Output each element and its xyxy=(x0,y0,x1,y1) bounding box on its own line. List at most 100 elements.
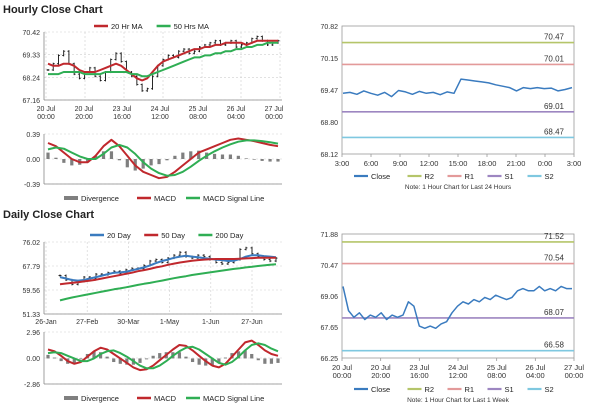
x-tick-label: 25 Jul xyxy=(189,106,208,113)
x-tick-label: 9:00 xyxy=(393,159,408,168)
x-tick-label: 00:00 xyxy=(265,114,283,121)
legend-label: Close xyxy=(371,172,390,181)
x-tick-label: 08:00 xyxy=(189,114,207,121)
divergence-bar xyxy=(101,151,106,159)
legend-label: MACD Signal Line xyxy=(203,394,264,403)
legend-label: R2 xyxy=(425,385,435,394)
plot-frame xyxy=(341,233,575,359)
y-tick-label: 68.80 xyxy=(320,120,338,127)
x-tick-label: 00:00 xyxy=(565,371,584,380)
macd-line-macd-signal-line xyxy=(47,342,279,370)
y-tick-label: 0.39 xyxy=(26,132,40,139)
y-tick-label: 0.00 xyxy=(26,157,40,164)
divergence-bar xyxy=(141,159,145,169)
ma-line-50-hrs-ma xyxy=(48,41,278,78)
divergence-bar xyxy=(244,158,248,159)
x-tick-label: 24 Jul xyxy=(448,363,468,372)
ma-line-200-day xyxy=(59,263,277,302)
hourly-macd-chart: 0.39 0.00 -0.39 Divergence MACD MACD Signal L… xyxy=(24,132,282,203)
divergence-bar xyxy=(59,358,63,362)
level-label-r1: 70.01 xyxy=(544,54,565,63)
divergence-bar xyxy=(223,357,228,359)
level-label-r2: 71.52 xyxy=(544,232,565,241)
daily-pivot-chart: 71.88 70.47 69.06 67.65 66.25 71.52 70.54 68.07… xyxy=(320,232,584,404)
x-tick-label: 12:00 xyxy=(151,114,169,121)
y-tick-label: 69.47 xyxy=(320,88,338,95)
x-tick-label: 26 Jul xyxy=(227,106,246,113)
legend-label: S2 xyxy=(545,385,554,394)
legend-label: MACD Signal Line xyxy=(203,194,264,203)
x-tick-label: 27-Jun xyxy=(241,319,263,326)
legend-label: S2 xyxy=(545,172,554,181)
divergence-bar xyxy=(54,157,58,159)
divergence-bar xyxy=(256,358,260,361)
legend-label: Divergence xyxy=(81,194,119,203)
x-tick-label: 26 Jul xyxy=(525,363,545,372)
x-tick-label: 20 Jul xyxy=(75,106,94,113)
divergence-bar xyxy=(217,358,221,363)
divergence-bar xyxy=(184,356,188,359)
legend-label: Divergence xyxy=(81,394,119,403)
x-tick-label: 12:00 xyxy=(449,371,468,380)
ma-line-50-day xyxy=(59,256,276,286)
level-label-r2: 70.47 xyxy=(544,33,565,42)
macd-line-macd xyxy=(47,137,279,180)
divergence-bar xyxy=(158,353,162,359)
daily-macd-chart: 2.96 0.00 -2.86 Divergence MACD MACD Signal L… xyxy=(24,330,282,403)
x-tick-label: 27 Jul xyxy=(564,363,584,372)
level-label-s2: 66.58 xyxy=(544,341,565,350)
hourly-pivot-chart: 70.82 70.15 69.47 68.80 68.12 70.47 70.01 69.01… xyxy=(320,24,581,191)
x-tick-label: 20 Jul xyxy=(332,363,352,372)
x-tick-label: 00:00 xyxy=(333,371,352,380)
y-tick-label: 70.42 xyxy=(22,30,40,37)
x-tick-label: 20:00 xyxy=(75,114,93,121)
x-tick-label: 27-Feb xyxy=(76,319,98,326)
y-tick-label: -0.39 xyxy=(24,182,40,189)
y-tick-label: 67.79 xyxy=(22,264,40,271)
divergence-bar xyxy=(105,356,109,359)
divergence-bar xyxy=(252,159,256,160)
divergence-bar xyxy=(197,358,201,365)
divergence-bar xyxy=(228,154,233,159)
divergence-bar xyxy=(70,159,74,166)
y-tick-label: 67.65 xyxy=(320,325,338,332)
divergence-bar xyxy=(109,151,114,159)
legend-label: S1 xyxy=(505,172,514,181)
divergence-bar xyxy=(144,358,149,360)
y-tick-label: 70.47 xyxy=(320,263,338,270)
x-tick-label: 23 Jul xyxy=(113,106,132,113)
hourly-header: Hourly Close Chart xyxy=(3,4,103,16)
divergence-bar xyxy=(125,159,129,168)
macd-line-macd xyxy=(47,339,279,372)
divergence-bar xyxy=(125,358,129,365)
x-tick-label: 6:00 xyxy=(364,159,379,168)
x-tick-label: 26-Jan xyxy=(35,319,57,326)
chart-note: Note: 1 Hour Chart for Last 24 Hours xyxy=(405,184,512,191)
y-tick-label: 70.15 xyxy=(320,56,338,63)
divergence-bar xyxy=(173,155,177,159)
x-tick-label: 20 Jul xyxy=(371,363,391,372)
legend-label: Close xyxy=(371,385,390,394)
chart-note: Note: 1 Hour Chart for Last 1 Week xyxy=(407,397,510,404)
daily-header: Daily Close Chart xyxy=(3,209,95,221)
x-tick-label: 20 Jul xyxy=(37,106,56,113)
plot-frame xyxy=(341,25,575,155)
x-tick-label: 21:00 xyxy=(507,159,526,168)
level-label-s2: 68.47 xyxy=(544,127,565,136)
y-tick-label: 71.88 xyxy=(320,232,338,239)
divergence-bar xyxy=(138,358,142,363)
y-tick-label: 68.12 xyxy=(320,152,338,159)
divergence-bar xyxy=(210,358,214,366)
x-tick-label: 04:00 xyxy=(526,371,545,380)
x-tick-label: 15:00 xyxy=(449,159,468,168)
legend-label: R1 xyxy=(465,385,475,394)
x-tick-label: 1-May xyxy=(160,319,180,326)
divergence-bar xyxy=(190,358,195,363)
x-tick-label: 08:00 xyxy=(487,371,506,380)
divergence-bar xyxy=(52,357,57,359)
legend-label: R1 xyxy=(465,172,475,181)
divergence-bar xyxy=(177,352,182,359)
legend-label: S1 xyxy=(505,385,514,394)
divergence-bar xyxy=(79,358,83,360)
divergence-bar xyxy=(212,153,217,159)
